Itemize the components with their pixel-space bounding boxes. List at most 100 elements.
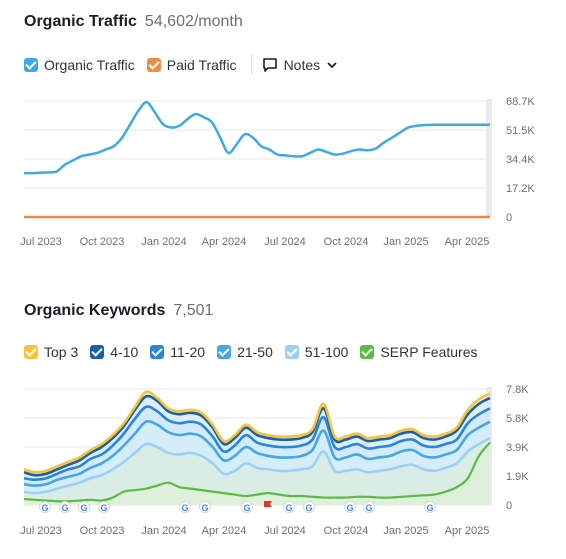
google-g-glyph: G xyxy=(305,503,312,513)
x-tick-label: Apr 2025 xyxy=(445,236,490,248)
y-tick-label: 34.4K xyxy=(506,154,535,166)
keywords-value: 7,501 xyxy=(173,302,214,319)
organic-traffic-chart: 68.7K 51.5K 34.4K 17.2K 0 Jul 2023 Oct 2023 Jan… xyxy=(20,96,535,248)
legend-organic-traffic[interactable]: Organic Traffic xyxy=(24,57,135,73)
scroll-handle xyxy=(486,99,492,217)
series-area-51-100 xyxy=(24,438,490,505)
series-line-organic-traffic xyxy=(23,100,490,175)
legend-11-20[interactable]: 11-20 xyxy=(150,344,205,360)
google-update-icon xyxy=(303,501,315,513)
series-line-21-50 xyxy=(23,420,491,487)
x-tick-label: Jul 2023 xyxy=(20,236,62,248)
google-g-glyph: G xyxy=(426,503,433,513)
x-tick-label: Oct 2023 xyxy=(80,236,125,248)
google-update-icon xyxy=(424,501,436,513)
legend-label: Top 3 xyxy=(44,344,79,360)
legend-21-50[interactable]: 21-50 xyxy=(217,344,273,360)
legend-label: SERP Features xyxy=(380,344,478,360)
organic-keywords-title: Organic Keywords 7,501 xyxy=(24,302,213,320)
traffic-value: 54,602/month xyxy=(144,13,243,30)
organic-traffic-title: Organic Traffic 54,602/month xyxy=(24,13,243,31)
traffic-title-text: Organic Traffic xyxy=(24,13,137,30)
traffic-legend: Organic Traffic Paid Traffic Notes xyxy=(24,55,344,75)
google-update-icon xyxy=(59,501,71,513)
google-g-glyph: G xyxy=(100,503,107,513)
google-g-glyph: G xyxy=(243,503,250,513)
series-line-4-10 xyxy=(23,394,491,477)
y-tick-label: 5.8K xyxy=(506,413,529,425)
x-tick-label: Oct 2024 xyxy=(324,236,369,248)
series-line-11-20 xyxy=(23,405,491,482)
legend-label: 4-10 xyxy=(110,344,139,360)
legend-divider xyxy=(250,55,252,75)
checkbox-icon[interactable] xyxy=(150,345,165,359)
checkbox-icon[interactable] xyxy=(284,345,299,359)
checkbox-icon[interactable] xyxy=(90,345,105,359)
checkbox-icon[interactable] xyxy=(217,345,232,359)
y-tick-label: 3.9K xyxy=(506,442,529,454)
y-tick-label: 0 xyxy=(506,212,512,224)
google-update-icon xyxy=(283,501,295,513)
google-g-glyph: G xyxy=(41,503,48,513)
x-tick-label: Oct 2024 xyxy=(324,525,369,537)
checkbox-icon[interactable] xyxy=(24,58,38,72)
notes-label: Notes xyxy=(283,57,321,73)
checkbox-icon[interactable] xyxy=(360,345,375,359)
x-tick-label: Jul 2023 xyxy=(20,525,62,537)
y-tick-label: 1.9K xyxy=(506,471,529,483)
y-tick-label: 51.5K xyxy=(506,125,535,137)
chevron-down-icon xyxy=(327,62,337,69)
x-tick-label: Jul 2024 xyxy=(264,525,306,537)
keywords-title-text: Organic Keywords xyxy=(24,302,166,319)
x-tick-label: Apr 2024 xyxy=(202,236,247,248)
google-update-icon xyxy=(363,501,375,513)
series-area-serp-features xyxy=(24,442,490,505)
x-tick-label: Jul 2024 xyxy=(264,236,306,248)
google-update-icon xyxy=(344,501,356,513)
google-update-icon xyxy=(39,501,51,513)
google-g-glyph: G xyxy=(80,503,87,513)
google-update-icon xyxy=(199,501,211,513)
x-tick-label: Apr 2025 xyxy=(445,525,490,537)
series-line-top-3 xyxy=(23,390,491,474)
checkbox-icon[interactable] xyxy=(146,58,161,72)
keywords-legend: Top 3 4-10 11-20 21-50 51-100 SERP Featu… xyxy=(24,344,489,360)
legend-top-3[interactable]: Top 3 xyxy=(24,344,78,360)
flag-icon xyxy=(264,501,272,507)
notes-dropdown[interactable]: Notes xyxy=(262,57,345,73)
legend-paid-traffic[interactable]: Paid Traffic xyxy=(146,57,237,73)
legend-label: 21-50 xyxy=(237,344,273,360)
notes-icon xyxy=(262,58,277,72)
google-update-icon xyxy=(179,501,191,513)
legend-label: Paid Traffic xyxy=(166,57,237,73)
legend-label: Organic Traffic xyxy=(44,57,135,73)
y-tick-label: 0 xyxy=(506,500,512,512)
x-tick-label: Oct 2023 xyxy=(80,525,125,537)
google-update-icon xyxy=(98,501,110,513)
series-line-51-100 xyxy=(23,436,491,495)
google-update-icon xyxy=(241,501,253,513)
google-update-icon xyxy=(78,501,90,513)
x-tick-label: Jan 2025 xyxy=(383,236,428,248)
y-tick-label: 7.8K xyxy=(506,384,529,396)
google-g-glyph: G xyxy=(201,503,208,513)
legend-51-100[interactable]: 51-100 xyxy=(284,344,349,360)
google-g-glyph: G xyxy=(365,503,372,513)
x-tick-label: Jan 2025 xyxy=(383,525,428,537)
google-g-glyph: G xyxy=(346,503,353,513)
google-g-glyph: G xyxy=(181,503,188,513)
series-line-serp-features xyxy=(23,441,491,503)
checkbox-icon[interactable] xyxy=(24,345,38,359)
legend-4-10[interactable]: 4-10 xyxy=(90,344,138,360)
x-tick-label: Apr 2024 xyxy=(202,525,247,537)
google-g-glyph: G xyxy=(61,503,68,513)
legend-label: 51-100 xyxy=(304,344,349,360)
x-tick-label: Jan 2024 xyxy=(141,525,186,537)
google-g-glyph: G xyxy=(285,503,292,513)
organic-keywords-chart: 7.8K 5.8K 3.9K 1.9K 0 Jul 2023 Oct 2023 Jan 202… xyxy=(20,384,529,537)
legend-label: 11-20 xyxy=(170,344,206,360)
legend-serp-features[interactable]: SERP Features xyxy=(360,344,477,360)
y-tick-label: 17.2K xyxy=(506,183,535,195)
x-tick-label: Jan 2024 xyxy=(141,236,186,248)
y-tick-label: 68.7K xyxy=(506,96,535,108)
